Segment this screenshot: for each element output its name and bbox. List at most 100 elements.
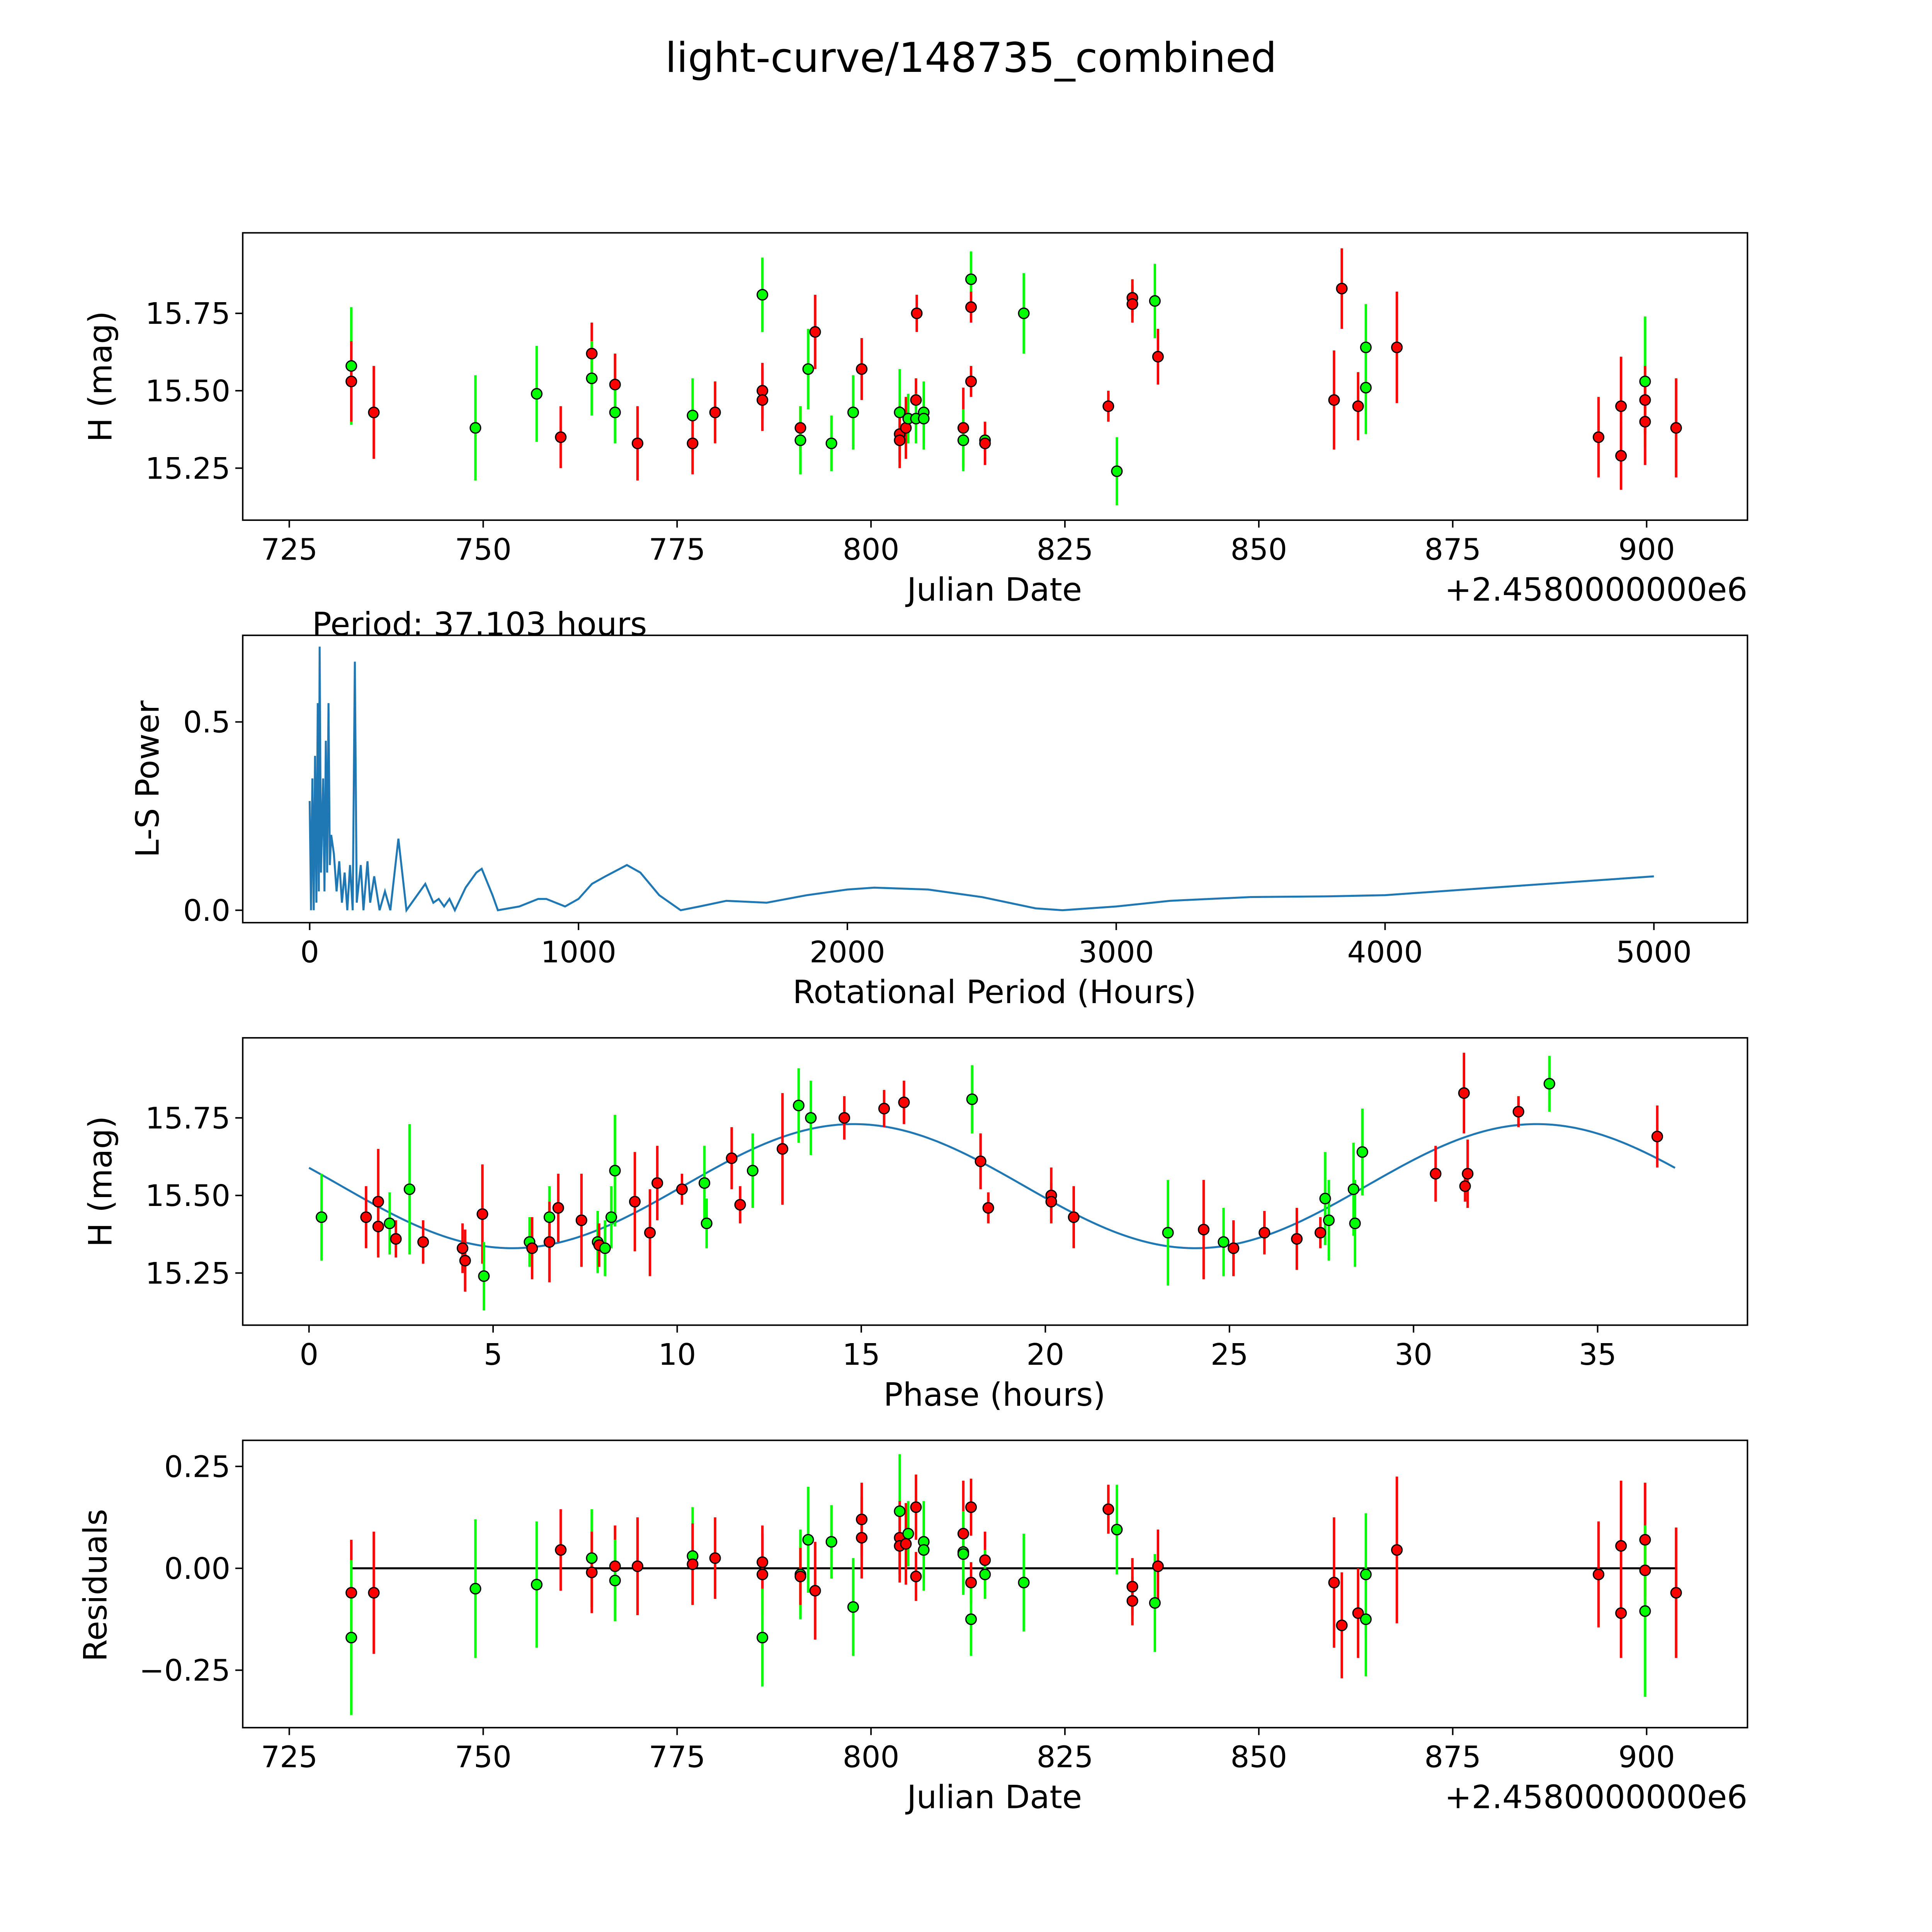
periodogram-frame [242,634,1748,923]
periodogram-xtick-label: 5000 [1616,935,1692,969]
lightcurve-point-red [709,406,721,418]
phased-point-red [975,1155,986,1167]
lightcurve-xtick-label: 750 [455,533,512,567]
lightcurve-point-red [345,376,357,388]
phased-ytick-label: 15.75 [145,1101,230,1136]
phased-point-green [966,1093,978,1105]
residuals-point-red [1126,1581,1138,1593]
lightcurve-point-red [1615,400,1627,412]
residuals-point-green [802,1534,814,1546]
phased-point-red [629,1196,641,1208]
phased-point-red [1291,1233,1303,1245]
phased-point-red [1068,1211,1080,1223]
lightcurve-point-red [757,394,769,406]
residuals-ytick-label: −0.25 [139,1654,230,1688]
periodogram-xtick-label: 3000 [1078,935,1154,969]
phased-point-green [1356,1146,1368,1158]
lightcurve-point-red [1152,351,1164,363]
phased-point-green [698,1177,711,1189]
phased-point-red [898,1096,910,1108]
phased-point-green [1323,1214,1335,1226]
lightcurve-point-green [345,360,357,372]
residuals-point-green [957,1548,969,1560]
lightcurve-axes: Julian Date H (mag) +2.4580000000e6 725 7… [82,232,1748,608]
lightcurve-point-green [794,434,806,446]
lightcurve-point-green [687,410,699,422]
phased-point-red [372,1196,384,1208]
residuals-xtick-label: 750 [455,1740,512,1775]
periodogram-xtick-label: 1000 [541,935,616,969]
residuals-xtick-label: 800 [843,1740,900,1775]
lightcurve-point-red [957,422,969,434]
residuals-point-red [809,1585,821,1597]
phased-xtick-label: 15 [842,1338,880,1372]
phased-point-red [1462,1168,1474,1180]
lightcurve-point-green [965,273,977,285]
lightcurve-point-red [1102,400,1114,412]
lightcurve-offset-text: +2.4580000000e6 [1445,571,1748,608]
phased-point-red [1459,1180,1471,1192]
residuals-point-green [1149,1597,1161,1609]
lightcurve-xtick-label: 850 [1230,533,1287,567]
residuals-point-red [1670,1587,1682,1599]
lightcurve-point-green [1149,295,1161,307]
residuals-point-green [345,1631,357,1644]
lightcurve-point-red [631,437,644,449]
residuals-xtick-label: 725 [261,1740,318,1775]
phased-point-red [838,1112,850,1124]
residuals-point-red [757,1568,769,1580]
residuals-point-red [910,1501,922,1513]
lightcurve-point-red [911,307,923,319]
phased-point-red [1045,1196,1057,1208]
lightcurve-point-green [957,434,969,446]
residuals-point-red [1592,1568,1605,1580]
residuals-point-red [1639,1534,1651,1546]
phased-point-red [1228,1242,1240,1254]
residuals-offset-text: +2.4580000000e6 [1445,1778,1748,1816]
residuals-point-red [965,1501,977,1513]
lightcurve-ytick-label: 15.25 [145,452,230,486]
residuals-point-red [900,1538,912,1550]
periodogram-xtick-label: 0 [300,935,319,969]
residuals-point-green [1360,1568,1372,1580]
residuals-point-red [979,1554,991,1566]
phased-point-red [982,1202,994,1214]
lightcurve-point-green [825,437,837,449]
phased-point-green [1319,1192,1331,1204]
phased-frame [242,1037,1748,1326]
lightcurve-point-red [1639,416,1651,428]
phased-point-red [1315,1227,1327,1239]
lightcurve-point-red [1336,282,1348,294]
phased-xtick-label: 10 [658,1338,696,1372]
lightcurve-xtick-label: 800 [843,533,900,567]
residuals-point-green [1111,1524,1123,1536]
residuals-point-red [1152,1560,1164,1572]
phased-xtick-label: 35 [1579,1338,1617,1372]
residuals-point-green [965,1613,977,1625]
phased-point-red [776,1143,789,1155]
residuals-plot-area [345,1454,1682,1715]
phased-point-red [552,1202,564,1214]
lightcurve-point-red [1328,394,1340,406]
phased-point-green [599,1242,611,1254]
residuals-point-green [902,1528,914,1540]
phased-point-red [1430,1168,1442,1180]
periodogram-xlabel: Rotational Period (Hours) [793,973,1196,1011]
phased-point-green [1162,1227,1174,1239]
lightcurve-point-red [1670,422,1682,434]
residuals-point-red [586,1566,598,1578]
phased-xtick-label: 5 [484,1338,503,1372]
phased-point-red [726,1152,738,1164]
phased-point-red [1512,1105,1524,1118]
lightcurve-point-green [847,406,859,418]
residuals-point-red [1391,1544,1403,1556]
phased-point-red [459,1255,471,1267]
residuals-point-green [1639,1605,1651,1617]
residuals-axes: Julian Date Residuals +2.4580000000e6 72… [77,1439,1748,1816]
residuals-point-red [609,1560,621,1572]
lightcurve-point-red [1126,298,1138,310]
phased-point-red [1651,1131,1663,1143]
phased-ytick-label: 15.25 [145,1257,230,1291]
lightcurve-ytick-label: 15.75 [145,297,230,331]
lightcurve-point-green [1111,465,1123,477]
